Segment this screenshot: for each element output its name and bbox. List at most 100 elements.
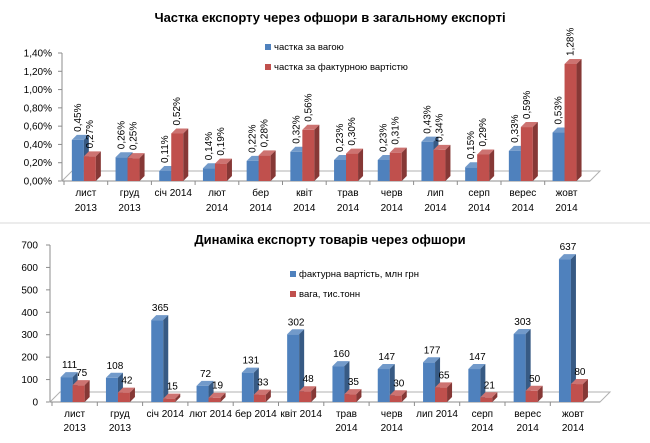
chart-2-bar-red-top [525,385,543,391]
chart-2-bar-blue [423,362,436,402]
chart-2-bar-blue-top [60,372,78,378]
chart-2-bar-blue-side [299,329,305,402]
chart-1-y-tick-label: 1,20% [24,67,52,78]
chart-2-x-tick-label: 2014 [381,423,404,434]
chart-2-bar-blue [468,369,481,402]
chart-2-bar-red-top [299,386,317,392]
chart-2-x-tick-label: серп [472,409,494,420]
chart-2-bar-blue [241,372,254,402]
chart-1-data-label: 0,14% [204,132,215,160]
chart-2-data-label: 65 [438,370,450,381]
chart-2-data-label: 302 [288,317,305,328]
chart-1-bar-red-side [401,147,407,181]
chart-2-data-label: 72 [200,369,212,380]
chart-2-bar-red-side [129,387,135,402]
chart-2-bar-red-side [447,382,453,402]
chart-1-bar-red-top [302,124,320,130]
chart-2-x-tick-label: 2014 [471,423,494,434]
chart-2-bar-blue [513,334,526,402]
chart-2-bar-red [389,395,402,402]
chart-2-bar-red-side [220,392,226,402]
chart-1-bar-blue [246,160,259,181]
chart-1-bar-red-top [214,158,232,164]
chart-2-bar-red [117,392,130,402]
chart-1-bar-blue [115,157,128,181]
chart-1-x-tick-label: 2014 [468,203,491,214]
chart-1-data-label: 1,28% [566,28,577,56]
chart-1-bar-red [127,158,140,181]
chart-2-bar-red-top [389,390,407,396]
chart-1-x-tick-label: 2014 [337,203,360,214]
chart-2-data-label: 147 [469,352,486,363]
chart-1-data-label: 0,15% [466,131,477,159]
chart-2-data-label: 303 [514,317,531,328]
chart-1-legend-swatch [265,64,271,70]
chart-1-bar-red-top [564,58,582,64]
chart-1-bar-red-side [489,149,495,181]
chart-2-x-tick-label: 2014 [517,423,540,434]
chart-1-bar-red [214,163,227,181]
chart-2-legend-label: фактурна вартість, млн грн [299,269,419,280]
chart-1-bar-blue [508,150,521,181]
chart-2-data-label: 21 [484,380,496,391]
chart-2-bar-blue-top [332,361,350,367]
chart-1-x-tick-label: 2013 [75,203,98,214]
chart-2-bar-red [435,387,448,402]
chart-2-data-label: 160 [333,349,350,360]
chart-1-data-label: 0,28% [260,119,271,147]
chart-2-data-label: 131 [243,356,260,367]
chart-2-bar-red-top [163,393,181,399]
chart-2-y-tick-label: 700 [21,241,38,252]
chart-2-bar-red [208,397,221,402]
chart-1-data-label: 0,43% [422,105,433,133]
chart-2-bar-blue [105,377,118,402]
chart-1-y-tick-label: 0,00% [24,177,52,188]
chart-1-legend-label: частка за фактурною вартістю [274,62,408,73]
chart-1-bar-blue-top [421,136,439,142]
chart-1-data-label: 0,23% [335,124,346,152]
chart-2-data-label: 19 [212,381,224,392]
chart-2-x-tick-label: верес [514,409,541,420]
chart-2-data-label: 50 [529,374,541,385]
chart-2-bar-red [253,394,266,402]
chart-1-bar-red-side [314,124,320,181]
chart-2-bar-red [299,391,312,402]
chart-1-bar-red-side [95,151,101,181]
chart-2-bar-blue-side [163,315,169,402]
chart-1-bar-red-top [477,149,495,155]
chart-2-data-label: 365 [152,303,169,314]
chart-2-bar-red-side [537,385,543,402]
chart-1-bar-red-side [576,58,582,181]
chart-1-y-tick-label: 0,80% [24,103,52,114]
chart-2-bar-red-top [72,380,90,386]
chart-2-bar-blue-side [525,329,531,402]
chart-1-x-tick-label: лют [208,188,226,199]
chart-1-data-label: 0,19% [216,127,227,155]
chart-1-y-tick-label: 0,20% [24,158,52,169]
chart-2-bar-blue-top [196,380,214,386]
chart-2-legend-swatch [290,271,296,277]
chart-1-data-label: 0,59% [522,91,533,119]
chart-2-x-tick-label: 2013 [64,423,87,434]
chart-2-data-label: 108 [107,361,124,372]
chart-1-bar-red-side [445,144,451,181]
chart-1-bar-red-side [270,150,276,181]
chart-1-bar-red-top [127,153,145,159]
chart-1-x-tick-label: лип [427,188,444,199]
chart-2-bar-red-side [84,380,90,402]
chart-1-bar-blue [290,151,303,181]
chart-2-x-tick-label: 2013 [109,423,132,434]
chart-2-bar-blue-side [480,364,486,402]
chart-1-legend-label: частка за вагою [274,42,344,53]
chart-1-bar-red [171,133,184,181]
chart-2-bar-blue [151,320,164,402]
chart-1-bar-red-top [520,122,538,128]
chart-1-x-tick-label: 2014 [512,203,535,214]
chart-1-data-label: 0,52% [172,97,183,125]
chart-2-y-tick-label: 400 [21,308,38,319]
chart-2-data-label: 637 [560,242,577,253]
chart-1-bar-red [302,129,315,181]
chart-1-bar-red [433,149,446,181]
chart-1-bar-red [258,155,271,181]
chart-1-bar-blue [159,170,172,181]
